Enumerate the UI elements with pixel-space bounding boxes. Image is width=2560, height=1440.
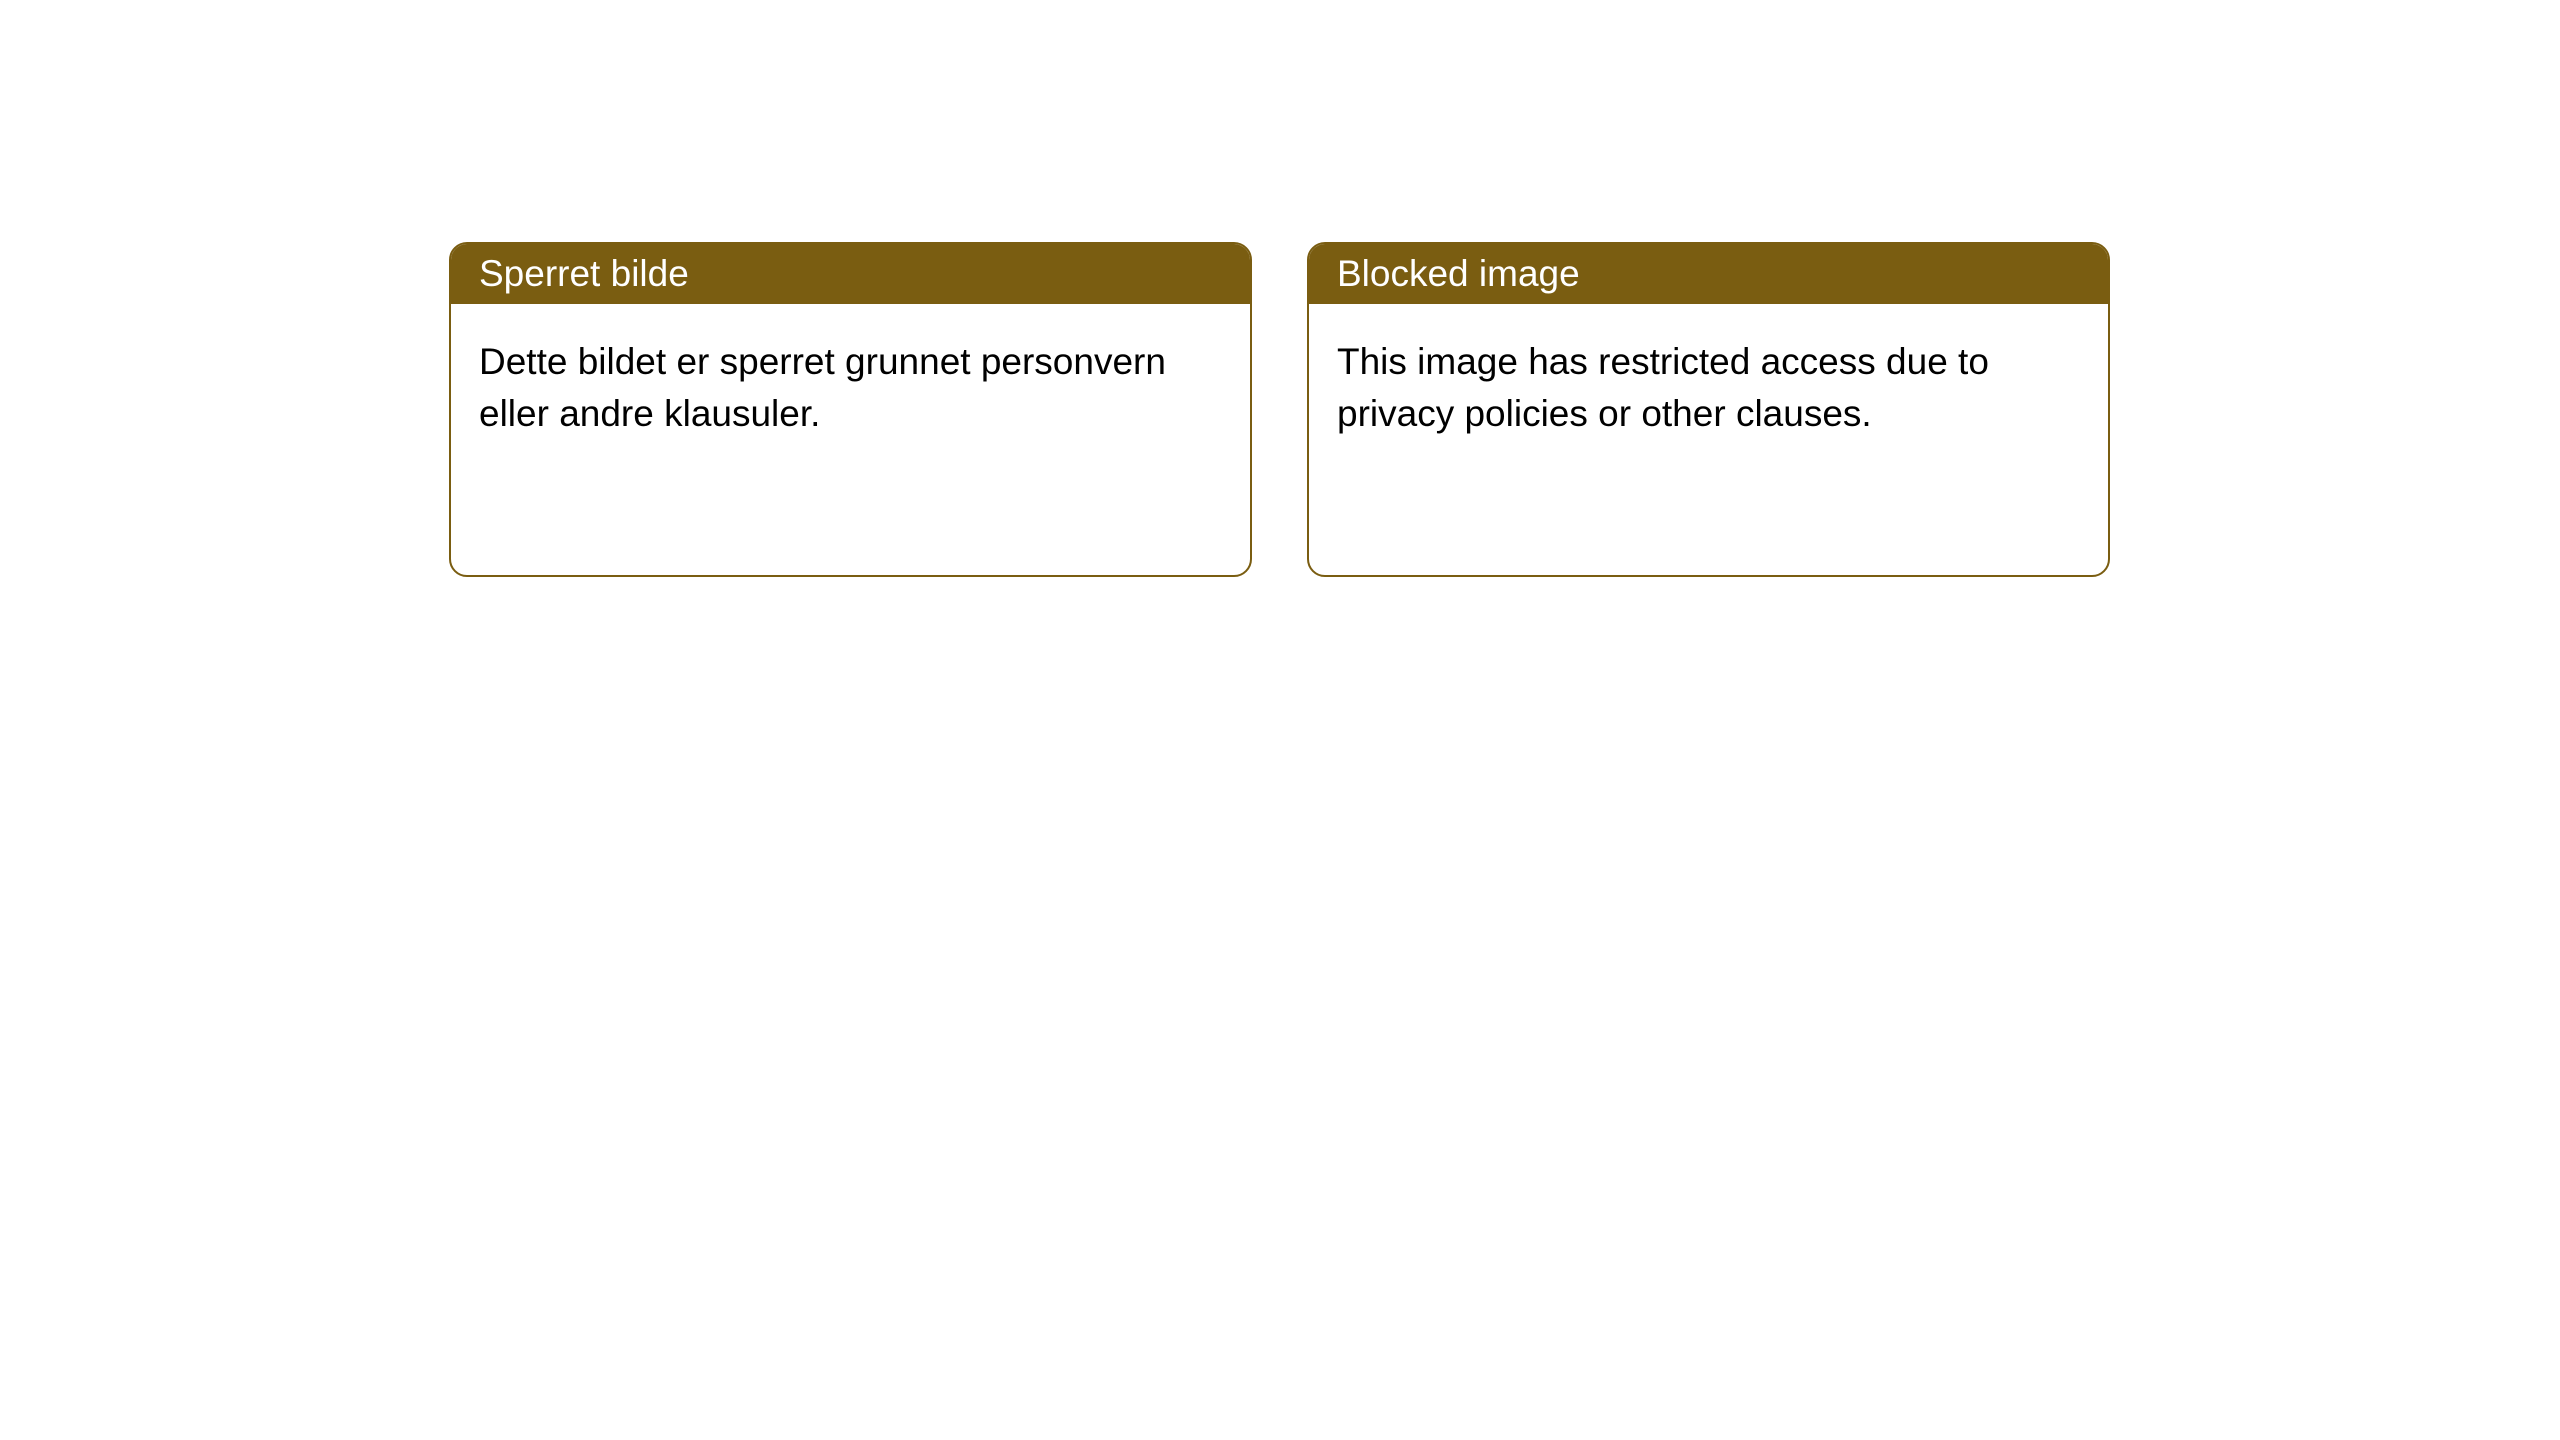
notice-card-norwegian: Sperret bilde Dette bildet er sperret gr… [449, 242, 1252, 577]
card-title: Blocked image [1309, 244, 2108, 304]
notice-cards-container: Sperret bilde Dette bildet er sperret gr… [0, 0, 2560, 577]
notice-card-english: Blocked image This image has restricted … [1307, 242, 2110, 577]
card-title: Sperret bilde [451, 244, 1250, 304]
card-body: This image has restricted access due to … [1309, 304, 2108, 472]
card-body: Dette bildet er sperret grunnet personve… [451, 304, 1250, 472]
